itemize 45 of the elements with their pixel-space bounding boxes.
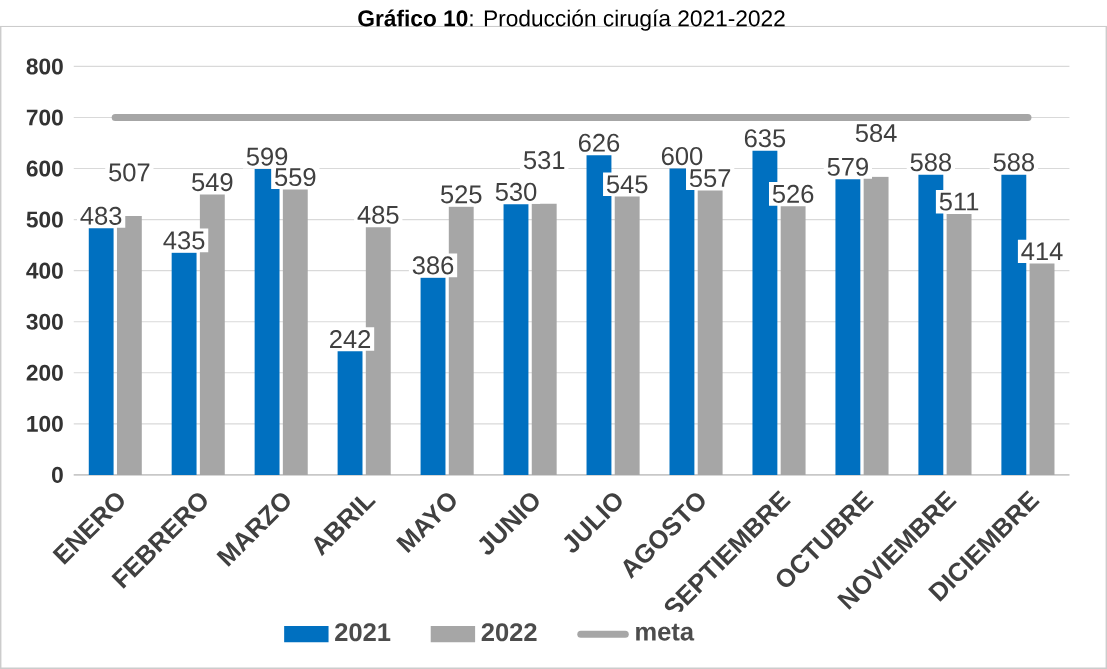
legend-label: 2021 — [335, 623, 391, 642]
data-label: 511 — [939, 192, 979, 211]
chart-title: Gráfico 10: Producción cirugía 2021-2022 — [358, 9, 785, 31]
data-label: 588 — [993, 153, 1034, 172]
data-label: 584 — [855, 124, 897, 143]
bar — [503, 204, 529, 475]
data-label: 626 — [578, 133, 620, 152]
bar — [946, 214, 972, 475]
y-tick-label: 300 — [26, 313, 63, 330]
data-label: 600 — [661, 147, 703, 166]
bar — [1029, 263, 1055, 475]
y-tick-label: 0 — [52, 466, 63, 483]
data-label: 530 — [495, 182, 537, 201]
bar — [863, 176, 889, 475]
data-label: 526 — [772, 184, 814, 203]
legend-label: 2022 — [481, 623, 537, 642]
bar — [531, 203, 557, 475]
data-label: 559 — [275, 168, 316, 187]
data-label: 635 — [744, 129, 786, 148]
data-label: 525 — [440, 185, 482, 204]
y-tick-label: 800 — [26, 58, 63, 75]
bar — [780, 206, 806, 475]
y-tick-label: 100 — [27, 415, 63, 432]
data-label: 579 — [827, 157, 868, 176]
data-label: 507 — [109, 163, 150, 182]
data-label: 483 — [80, 206, 122, 225]
bar — [337, 351, 363, 475]
data-label: 242 — [330, 330, 371, 348]
data-label: 485 — [357, 205, 399, 224]
data-label: 435 — [163, 231, 205, 250]
bar — [614, 196, 640, 475]
data-label: 386 — [412, 256, 454, 275]
y-tick-label: 700 — [26, 109, 63, 126]
legend-label: meta — [636, 623, 695, 641]
data-label: 545 — [606, 175, 648, 194]
data-label: 549 — [192, 173, 233, 192]
data-label: 531 — [523, 151, 565, 170]
data-label: 588 — [910, 153, 952, 172]
data-label: 414 — [1021, 242, 1063, 261]
y-tick-label: 500 — [26, 211, 63, 228]
data-label: 599 — [246, 147, 288, 166]
data-label: 557 — [689, 169, 731, 188]
y-tick-label: 200 — [26, 364, 63, 381]
y-tick-label: 400 — [26, 262, 63, 279]
y-tick-label: 600 — [26, 160, 63, 177]
